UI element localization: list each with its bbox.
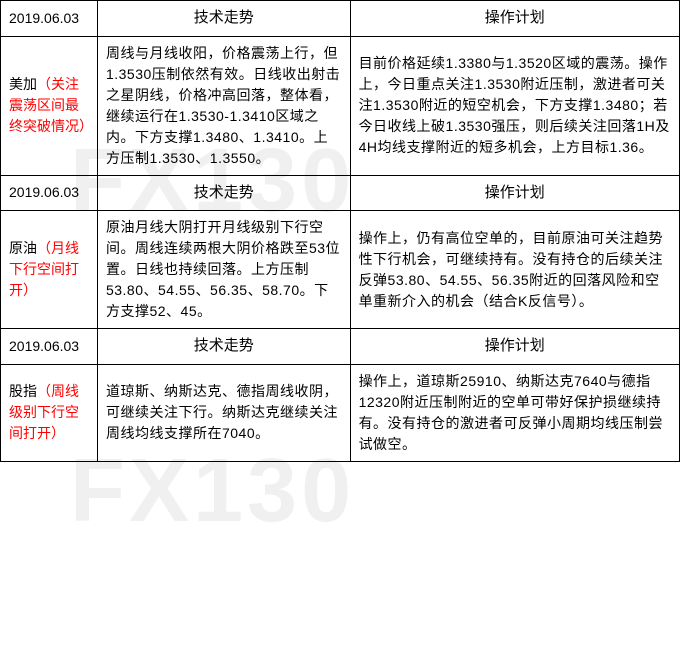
plan-header: 操作计划 <box>350 175 679 211</box>
plan-content: 操作上，道琼斯25910、纳斯达克7640与德指12320附近压制附近的空单可带… <box>350 364 679 461</box>
plan-header: 操作计划 <box>350 329 679 365</box>
instrument-name: 美加 <box>9 76 37 92</box>
tech-header: 技术走势 <box>97 175 350 211</box>
instrument-label: 美加（关注震荡区间最终突破情况） <box>1 36 98 175</box>
instrument-label: 股指（周线级别下行空间打开） <box>1 364 98 461</box>
tech-content: 道琼斯、纳斯达克、德指周线收阴，可继续关注下行。纳斯达克继续关注周线均线支撑所在… <box>97 364 350 461</box>
date-cell: 2019.06.03 <box>1 175 98 211</box>
instrument-name: 原油 <box>9 240 37 256</box>
tech-content: 原油月线大阴打开月线级别下行空间。周线连续两根大阴价格跌至53位置。日线也持续回… <box>97 211 350 329</box>
plan-content: 目前价格延续1.3380与1.3520区域的震荡。操作上，今日重点关注1.353… <box>350 36 679 175</box>
tech-header: 技术走势 <box>97 329 350 365</box>
tech-header: 技术走势 <box>97 1 350 37</box>
plan-header: 操作计划 <box>350 1 679 37</box>
date-cell: 2019.06.03 <box>1 1 98 37</box>
date-cell: 2019.06.03 <box>1 329 98 365</box>
instrument-label: 原油（月线下行空间打开） <box>1 211 98 329</box>
instrument-name: 股指 <box>9 383 37 399</box>
plan-content: 操作上，仍有高位空单的，目前原油可关注趋势性下行机会，可继续持有。没有持仓的后续… <box>350 211 679 329</box>
tech-content: 周线与月线收阳，价格震荡上行，但1.3530压制依然有效。日线收出射击之星阴线，… <box>97 36 350 175</box>
analysis-table: 2019.06.03技术走势操作计划美加（关注震荡区间最终突破情况）周线与月线收… <box>0 0 680 462</box>
